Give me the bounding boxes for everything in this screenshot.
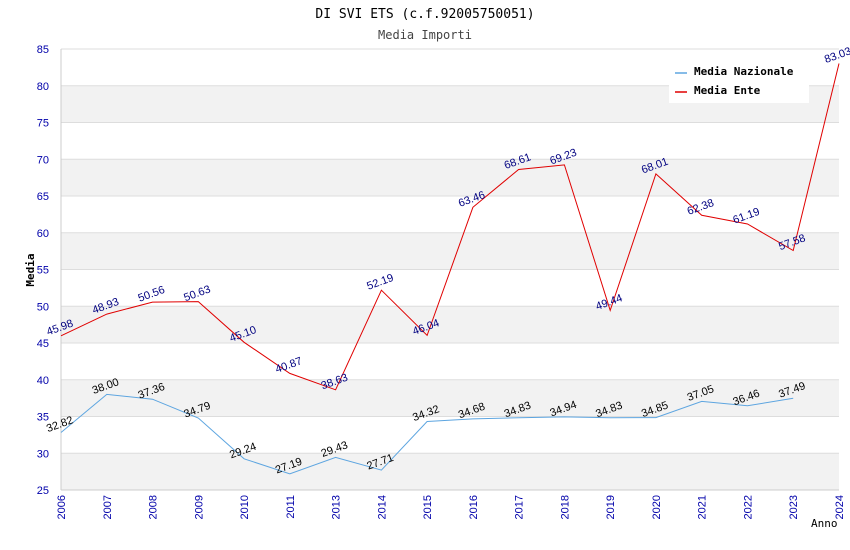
legend: Media Nazionale Media Ente xyxy=(669,59,809,103)
y-tick-85: 85 xyxy=(37,44,49,56)
x-tick-2023: 2023 xyxy=(788,495,800,519)
x-tick-2017: 2017 xyxy=(514,495,526,519)
band-25-30 xyxy=(61,453,839,490)
y-tick-40: 40 xyxy=(37,375,49,387)
x-tick-2009: 2009 xyxy=(193,495,205,519)
x-tick-2008: 2008 xyxy=(148,495,160,519)
x-tick-2007: 2007 xyxy=(102,495,114,519)
x-axis-label: Anno xyxy=(811,517,838,530)
legend-label-media-nazionale: Media Nazionale xyxy=(694,65,794,78)
y-tick-60: 60 xyxy=(37,228,49,240)
x-tick-2024: 2024 xyxy=(834,495,846,519)
gridlines xyxy=(60,48,839,491)
x-tick-2022: 2022 xyxy=(742,495,754,519)
x-tick-2019: 2019 xyxy=(605,495,617,519)
y-tick-55: 55 xyxy=(37,265,49,277)
band-40-45 xyxy=(61,343,839,380)
band-35-40 xyxy=(61,379,839,417)
band-60-65 xyxy=(61,196,839,233)
x-tick-2018: 2018 xyxy=(559,495,571,519)
series-group xyxy=(60,63,840,475)
x-tick-2016: 2016 xyxy=(468,495,480,519)
background-bands xyxy=(61,49,839,490)
x-tick-2015: 2015 xyxy=(422,495,434,519)
y-tick-35: 35 xyxy=(37,412,49,424)
x-tick-2010: 2010 xyxy=(239,495,251,519)
band-50-55 xyxy=(61,269,839,307)
band-45-50 xyxy=(61,306,839,343)
band-30-35 xyxy=(61,416,839,454)
chart-title: DI SVI ETS (c.f.92005750051) xyxy=(315,7,534,22)
y-tick-75: 75 xyxy=(37,118,49,130)
y-axis-ticks: 25 30 35 40 45 50 55 60 65 70 75 80 85 xyxy=(37,44,49,497)
series-line-media-nazionale xyxy=(60,393,794,475)
x-tick-2011: 2011 xyxy=(285,495,297,519)
band-70-75 xyxy=(61,122,839,160)
legend-box xyxy=(669,59,809,103)
y-tick-80: 80 xyxy=(37,81,49,93)
y-tick-50: 50 xyxy=(37,301,49,313)
y-tick-45: 45 xyxy=(37,338,49,350)
y-tick-70: 70 xyxy=(37,154,49,166)
legend-label-media-ente: Media Ente xyxy=(694,84,761,97)
band-65-70 xyxy=(61,159,839,196)
chart-subtitle: Media Importi xyxy=(378,28,472,42)
x-tick-2006: 2006 xyxy=(56,495,68,519)
series-line-media-ente xyxy=(60,63,840,391)
x-tick-2021: 2021 xyxy=(697,495,709,519)
y-axis-label: Media xyxy=(24,253,37,286)
band-55-60 xyxy=(61,232,839,270)
y-tick-65: 65 xyxy=(37,191,49,203)
x-axis-ticks: 2006 2007 2008 2009 2010 2011 2013 2014 2015 2016… xyxy=(56,495,846,519)
y-tick-25: 25 xyxy=(37,485,49,497)
x-tick-2014: 2014 xyxy=(376,495,388,519)
x-tick-2020: 2020 xyxy=(651,495,663,519)
y-tick-30: 30 xyxy=(37,448,49,460)
x-tick-2013: 2013 xyxy=(331,495,343,519)
